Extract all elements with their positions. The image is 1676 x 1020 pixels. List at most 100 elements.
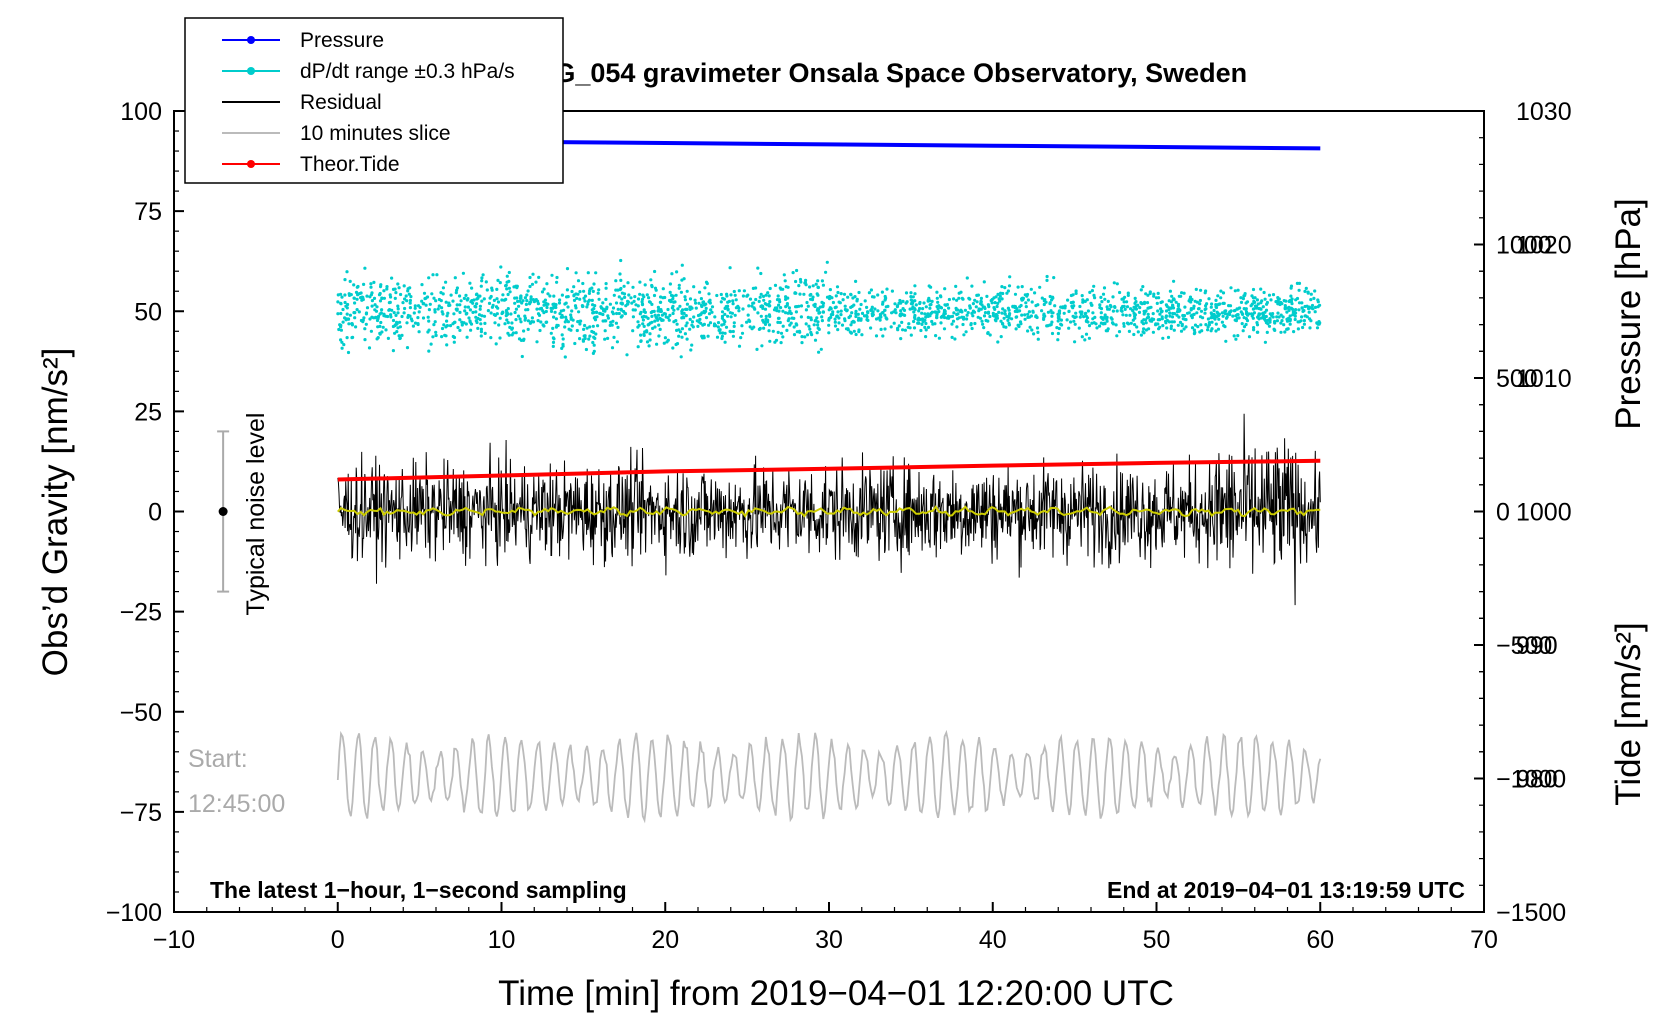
dpdt-point	[638, 280, 642, 284]
dpdt-point	[1056, 331, 1060, 336]
dpdt-point	[1159, 310, 1163, 314]
dpdt-point	[396, 304, 400, 308]
dpdt-point	[728, 329, 732, 333]
dpdt-point	[354, 290, 359, 294]
dpdt-point	[1042, 302, 1046, 307]
dpdt-point	[1261, 305, 1265, 309]
dpdt-point	[507, 286, 511, 290]
dpdt-point	[1045, 278, 1049, 282]
dpdt-point	[1252, 328, 1256, 332]
dpdt-point	[339, 311, 343, 316]
dpdt-point	[1223, 312, 1227, 316]
dpdt-point	[638, 312, 642, 316]
dpdt-point	[1203, 311, 1207, 315]
dpdt-point	[777, 316, 781, 320]
dpdt-point	[964, 330, 968, 334]
dpdt-point	[1252, 326, 1256, 330]
dpdt-point	[699, 321, 703, 325]
dpdt-point	[1040, 309, 1044, 313]
dpdt-point	[522, 337, 526, 341]
dpdt-point	[353, 316, 357, 320]
dpdt-point	[912, 310, 916, 314]
dpdt-point	[1132, 311, 1136, 315]
dpdt-point	[350, 322, 354, 326]
dpdt-point	[729, 293, 733, 297]
dpdt-point	[783, 279, 787, 283]
dpdt-point	[831, 310, 835, 314]
dpdt-point	[1259, 287, 1263, 291]
dpdt-point	[437, 297, 441, 302]
dpdt-point	[820, 315, 824, 319]
dpdt-point	[458, 303, 462, 307]
dpdt-point	[731, 329, 735, 334]
dpdt-point	[930, 299, 934, 303]
dpdt-point	[461, 271, 465, 275]
dpdt-point	[535, 340, 539, 344]
dpdt-point	[346, 350, 351, 355]
dpdt-point	[960, 296, 964, 300]
dpdt-point	[567, 327, 571, 331]
dpdt-point	[1209, 305, 1213, 309]
dpdt-point	[524, 302, 529, 306]
dpdt-point	[379, 283, 383, 287]
dpdt-point	[1151, 312, 1155, 316]
dpdt-point	[821, 283, 826, 287]
dpdt-point	[1126, 291, 1130, 295]
dpdt-point	[433, 308, 437, 312]
dpdt-point	[466, 305, 470, 309]
dpdt-point	[703, 286, 707, 290]
dpdt-point	[1073, 315, 1077, 320]
dpdt-point	[505, 287, 509, 291]
dpdt-point	[542, 324, 546, 328]
dpdt-point	[342, 343, 346, 347]
dpdt-point	[732, 321, 736, 325]
dpdt-point	[631, 285, 635, 289]
dpdt-point	[400, 333, 404, 337]
tide-tick-label: −1500	[1496, 899, 1566, 927]
dpdt-point	[759, 271, 763, 276]
dpdt-point	[912, 319, 916, 324]
dpdt-point	[1095, 326, 1099, 330]
dpdt-point	[1035, 315, 1039, 320]
dpdt-point	[647, 296, 651, 300]
dpdt-point	[1228, 312, 1232, 317]
dpdt-point	[764, 293, 768, 297]
dpdt-point	[836, 328, 840, 332]
dpdt-point	[797, 284, 801, 288]
dpdt-point	[829, 315, 833, 319]
dpdt-point	[1133, 323, 1137, 327]
dpdt-point	[614, 301, 619, 305]
dpdt-point	[1146, 306, 1150, 310]
noise-label: Typical noise level	[242, 413, 270, 616]
dpdt-point	[939, 321, 943, 325]
dpdt-point	[965, 317, 969, 321]
dpdt-point	[1050, 314, 1054, 318]
dpdt-point	[426, 315, 430, 319]
dpdt-point	[677, 328, 681, 332]
dpdt-point	[537, 313, 542, 317]
dpdt-point	[820, 319, 825, 323]
dpdt-point	[708, 299, 712, 303]
dpdt-point	[763, 302, 767, 306]
dpdt-point	[913, 284, 917, 288]
dpdt-point	[827, 308, 831, 312]
dpdt-point	[1112, 281, 1116, 285]
dpdt-point	[1038, 285, 1042, 289]
dpdt-point	[1256, 330, 1260, 334]
pressure-tick-label: 980	[1516, 766, 1558, 794]
dpdt-point	[874, 317, 879, 321]
dpdt-point	[663, 295, 667, 300]
dpdt-point	[480, 314, 484, 318]
dpdt-point	[528, 321, 533, 325]
dpdt-point	[478, 294, 482, 298]
dpdt-point	[497, 323, 501, 327]
dpdt-point	[1285, 319, 1290, 323]
dpdt-point	[857, 290, 861, 295]
dpdt-point	[657, 334, 661, 338]
dpdt-point	[351, 335, 355, 339]
dpdt-point	[551, 336, 556, 340]
gravity-axis-label: Obs’d Gravity [nm/s²]	[36, 348, 75, 677]
dpdt-point	[682, 316, 686, 320]
dpdt-point	[1217, 302, 1221, 306]
dpdt-point	[818, 311, 822, 315]
